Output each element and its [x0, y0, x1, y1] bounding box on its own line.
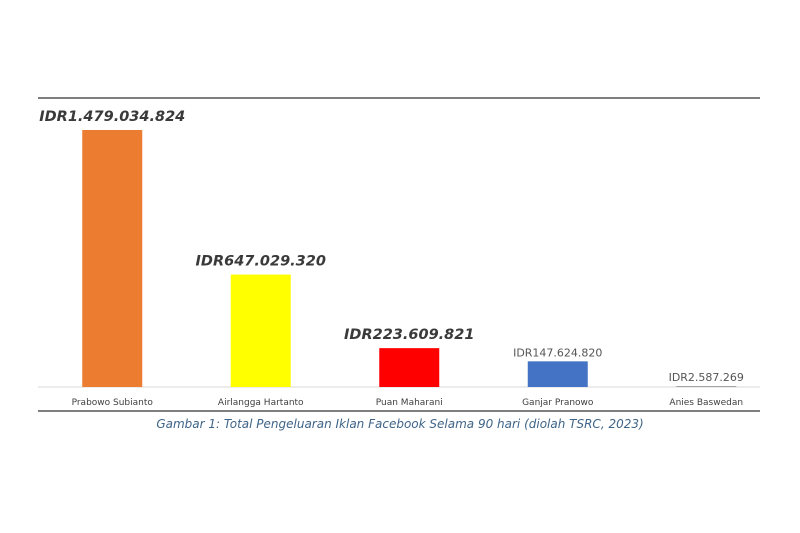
- bar-puan-maharani: [379, 348, 440, 387]
- data-labels-group: IDR1.479.034.824 IDR647.029.320 IDR223.609…: [39, 109, 744, 384]
- category-label-puan-maharani: Puan Maharani: [376, 398, 443, 408]
- category-label-airlangga-hartanto: Airlangga Hartanto: [218, 398, 304, 408]
- category-label-ganjar-pranowo: Ganjar Pranowo: [522, 398, 594, 408]
- data-label-airlangga-hartanto: IDR647.029.320: [196, 254, 326, 270]
- bar-prabowo-subianto: [82, 130, 143, 387]
- data-label-ganjar-pranowo: IDR147.624.820: [513, 346, 602, 359]
- category-labels-group: Prabowo Subianto Airlangga Hartanto Puan M…: [72, 398, 744, 408]
- bar-anies-baswedan: [676, 386, 737, 387]
- data-label-prabowo-subianto: IDR1.479.034.824: [39, 109, 185, 125]
- bars-group: [82, 130, 737, 387]
- bar-airlangga-hartanto: [230, 274, 291, 387]
- figure-caption: Gambar 1: Total Pengeluaran Iklan Facebo…: [156, 417, 644, 431]
- category-label-prabowo-subianto: Prabowo Subianto: [72, 398, 154, 408]
- data-label-anies-baswedan: IDR2.587.269: [669, 371, 744, 384]
- data-label-puan-maharani: IDR223.609.821: [344, 327, 474, 343]
- bar-ganjar-pranowo: [527, 361, 588, 387]
- category-label-anies-baswedan: Anies Baswedan: [669, 398, 743, 408]
